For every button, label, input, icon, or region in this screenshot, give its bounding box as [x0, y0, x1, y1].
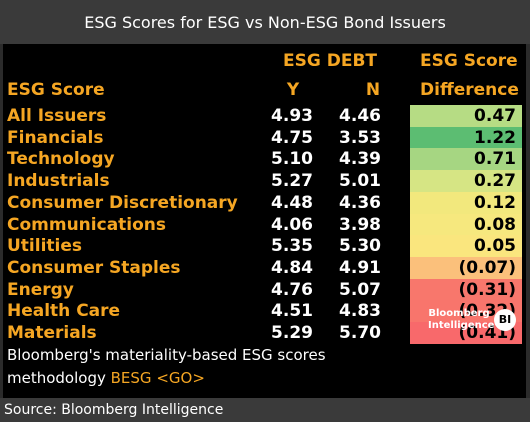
- table-row: Utilities 5.35 5.30 0.05: [3, 235, 526, 258]
- esg-debt-n-value: 4.83: [339, 301, 381, 322]
- header-esg-debt: ESG DEBT: [283, 51, 378, 71]
- footnote-line-2: methodology BESG <GO>: [7, 369, 205, 387]
- row-name: Financials: [7, 127, 104, 148]
- esg-debt-y-value: 4.51: [271, 301, 313, 322]
- esg-debt-n-value: 4.91: [339, 257, 381, 278]
- esg-debt-y-value: 5.35: [271, 236, 313, 257]
- chart-title: ESG Scores for ESG vs Non-ESG Bond Issue…: [0, 0, 530, 44]
- difference-value: 0.12: [410, 191, 522, 214]
- table-row: Communications 4.06 3.98 0.08: [3, 213, 526, 236]
- difference-value: (0.31): [410, 278, 522, 301]
- row-name: Consumer Staples: [7, 257, 181, 278]
- esg-debt-n-value: 5.07: [339, 279, 381, 300]
- esg-debt-y-value: 5.10: [271, 149, 313, 170]
- difference-value: (0.07): [410, 256, 522, 279]
- esg-debt-y-value: 5.27: [271, 171, 313, 192]
- footnote-line-1: Bloomberg's materiality-based ESG scores: [7, 346, 326, 364]
- esg-debt-n-value: 5.30: [339, 236, 381, 257]
- source-line: Source: Bloomberg Intelligence: [0, 398, 530, 422]
- besg-function-link[interactable]: BESG <GO>: [110, 369, 205, 387]
- table-row: Technology 5.10 4.39 0.71: [3, 148, 526, 171]
- esg-debt-n-value: 4.39: [339, 149, 381, 170]
- row-name: All Issuers: [7, 106, 107, 126]
- difference-value: 1.22: [410, 126, 522, 149]
- logo-line-2: Intelligence: [428, 320, 495, 331]
- difference-value: 0.27: [410, 170, 522, 193]
- header-esg-score: ESG Score: [7, 80, 105, 100]
- table-row: Materials 5.29 5.70 (0.41): [3, 322, 526, 344]
- esg-debt-n-value: 5.70: [339, 323, 381, 343]
- difference-value: 0.08: [410, 213, 522, 236]
- table-row: Consumer Staples 4.84 4.91 (0.07): [3, 256, 526, 279]
- header-esg-score-top: ESG Score: [420, 51, 518, 71]
- esg-debt-n-value: 5.01: [339, 171, 381, 192]
- table-row: Consumer Discretionary 4.48 4.36 0.12: [3, 191, 526, 214]
- esg-table-panel: ESG DEBT ESG Score ESG Score Y N Differe…: [3, 44, 526, 398]
- header-y: Y: [286, 80, 300, 100]
- logo-line-1: Bloomberg: [428, 308, 490, 319]
- bi-badge-icon: BI: [494, 309, 516, 331]
- difference-value: 0.71: [410, 148, 522, 171]
- row-name: Materials: [7, 323, 97, 343]
- esg-debt-y-value: 4.84: [271, 257, 313, 278]
- esg-debt-y-value: 4.93: [271, 106, 313, 126]
- esg-debt-n-value: 3.53: [339, 127, 381, 148]
- esg-debt-y-value: 4.48: [271, 192, 313, 213]
- table-row: Financials 4.75 3.53 1.22: [3, 126, 526, 149]
- difference-value: 0.47: [410, 105, 522, 127]
- row-name: Health Care: [7, 301, 121, 322]
- header-n: N: [365, 80, 381, 100]
- difference-value: 0.05: [410, 235, 522, 258]
- esg-debt-n-value: 4.46: [339, 106, 381, 126]
- row-name: Consumer Discretionary: [7, 192, 238, 213]
- esg-debt-n-value: 3.98: [339, 214, 381, 235]
- table-row: Industrials 5.27 5.01 0.27: [3, 170, 526, 193]
- row-name: Industrials: [7, 171, 110, 192]
- row-name: Energy: [7, 279, 74, 300]
- row-name: Technology: [7, 149, 115, 170]
- table-row: Energy 4.76 5.07 (0.31): [3, 278, 526, 301]
- esg-debt-y-value: 4.75: [271, 127, 313, 148]
- footnote-methodology: methodology: [7, 369, 106, 387]
- table-row: All Issuers 4.93 4.46 0.47: [3, 105, 526, 127]
- esg-debt-y-value: 4.06: [271, 214, 313, 235]
- header-difference: Difference: [420, 80, 519, 100]
- row-name: Utilities: [7, 236, 83, 257]
- esg-debt-n-value: 4.36: [339, 192, 381, 213]
- esg-debt-y-value: 4.76: [271, 279, 313, 300]
- esg-debt-y-value: 5.29: [271, 323, 313, 343]
- bloomberg-intelligence-logo: Bloomberg Intelligence BI: [428, 305, 518, 337]
- row-name: Communications: [7, 214, 167, 235]
